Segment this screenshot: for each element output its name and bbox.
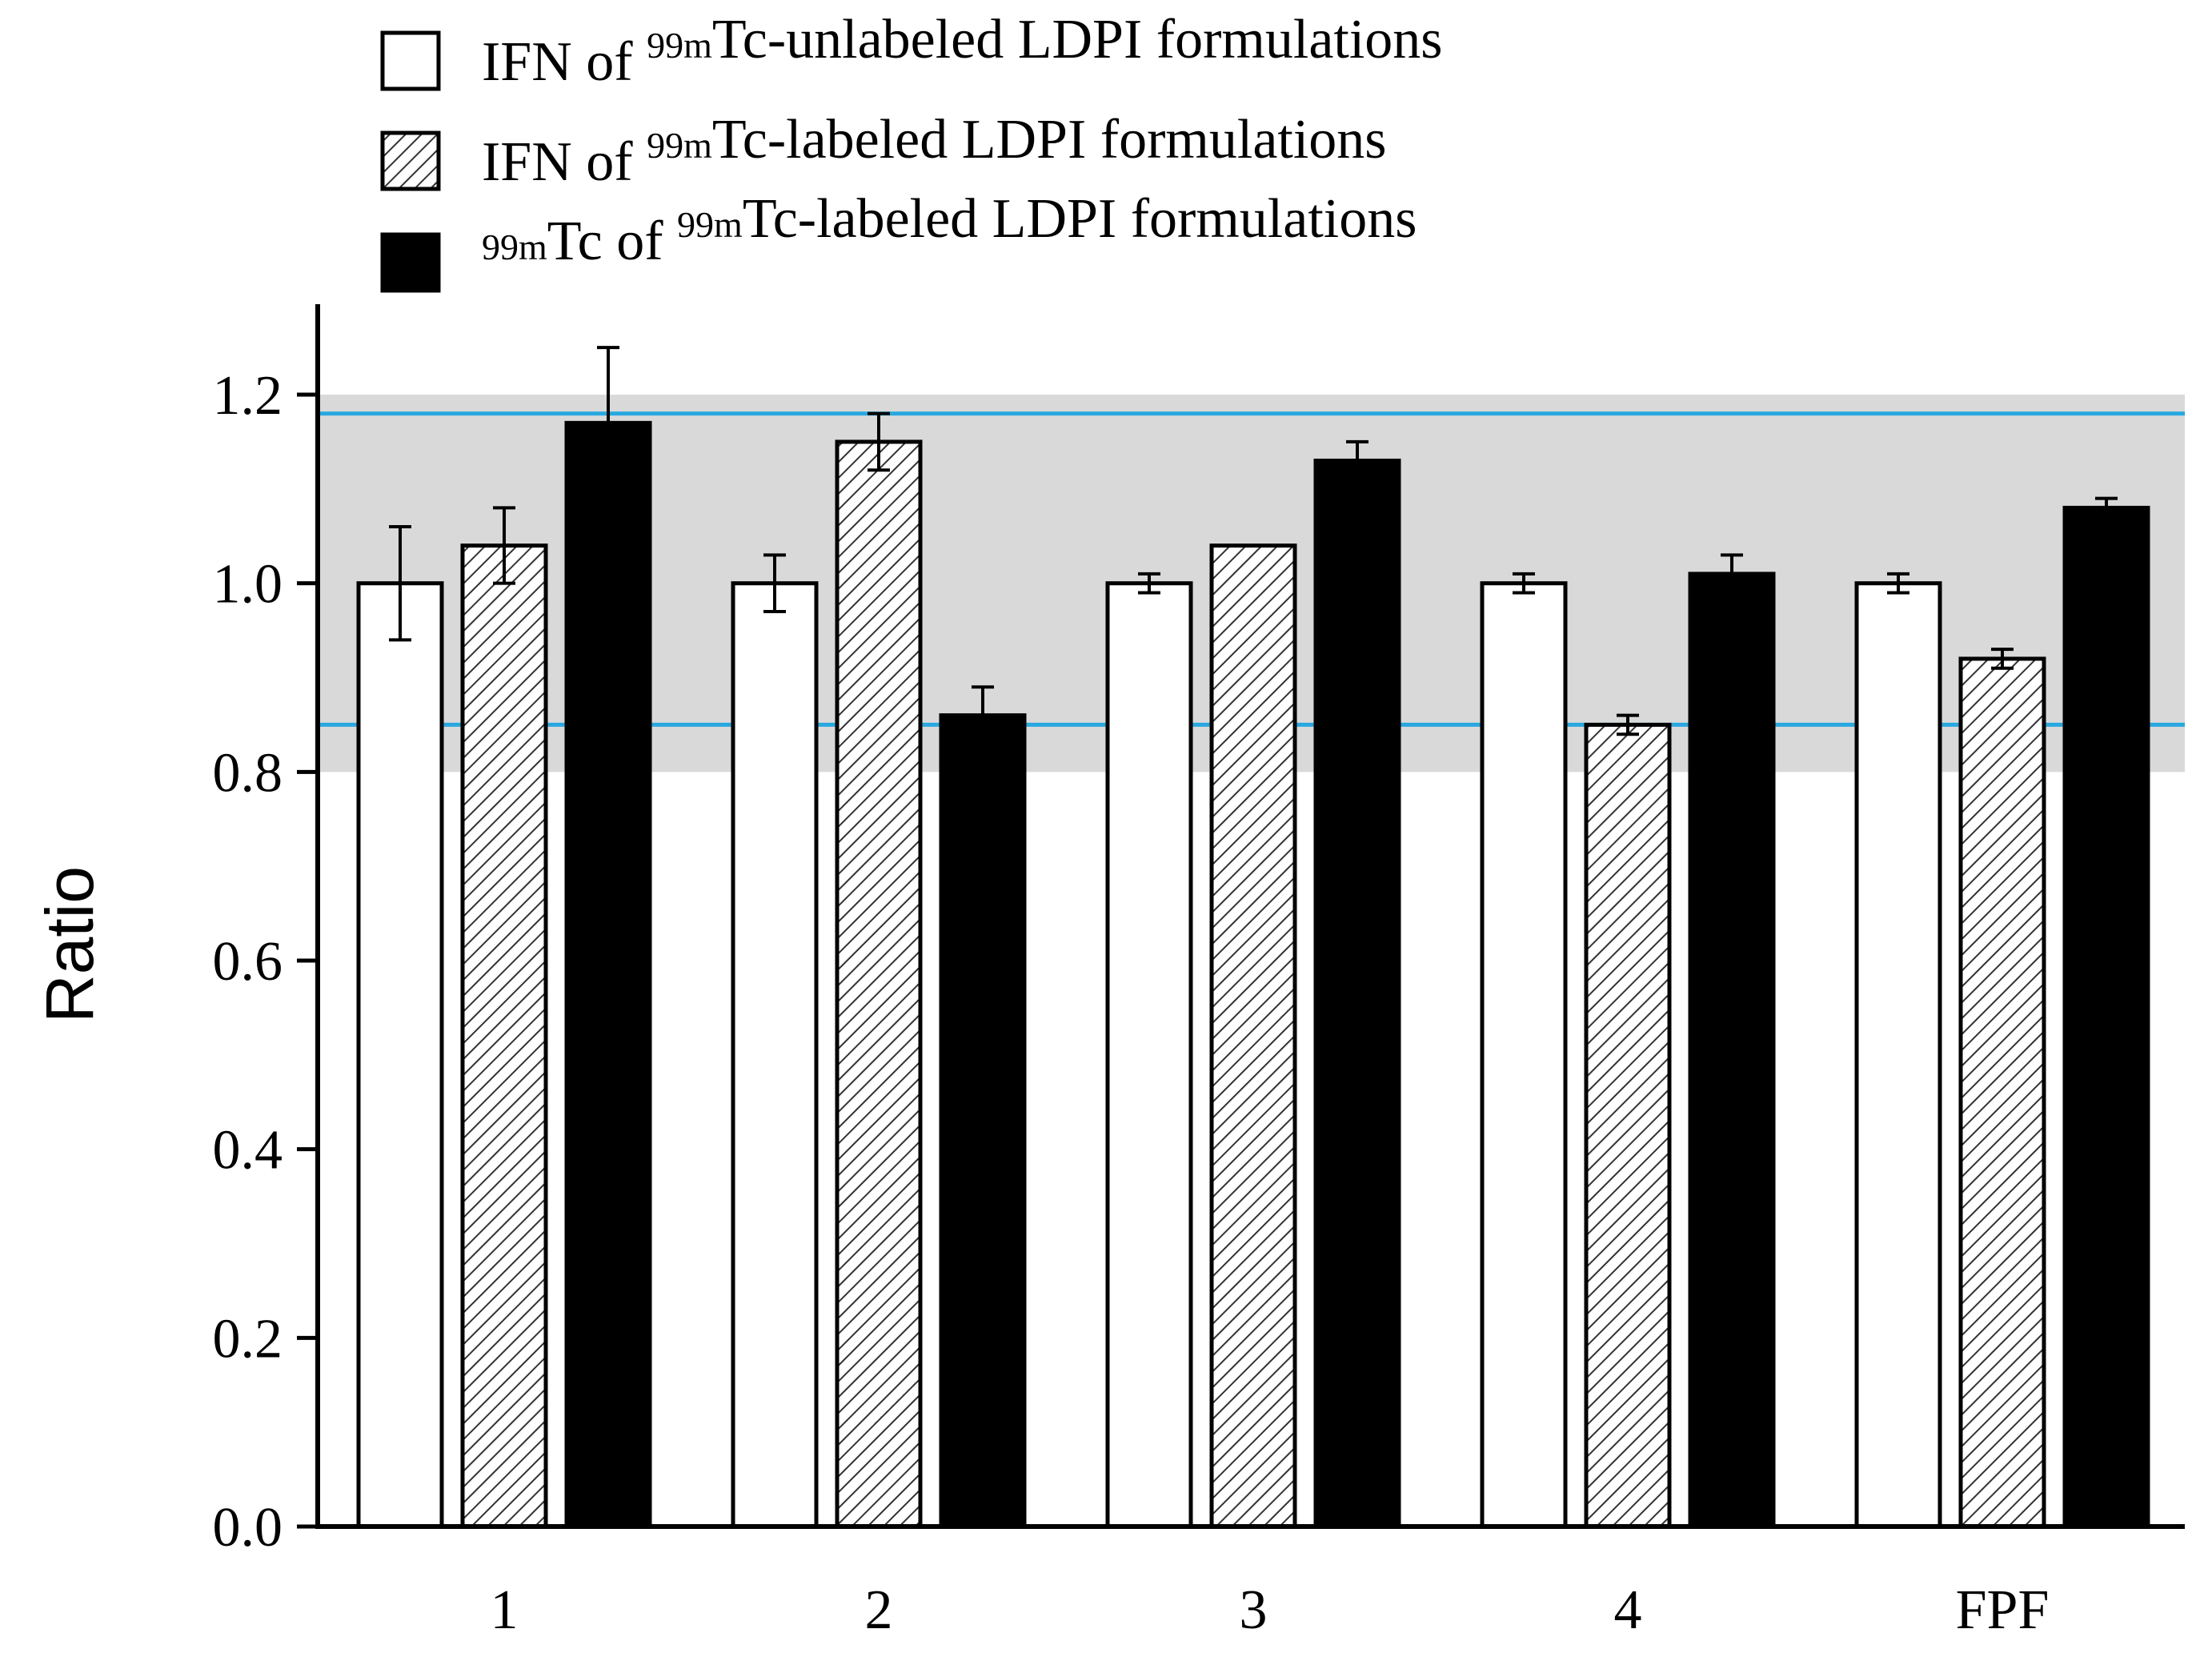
x-tick-label-4: 4 bbox=[1614, 1579, 1642, 1641]
legend-label-2: IFN of 99mTc-labeled LDPI formulations bbox=[482, 109, 1387, 193]
error-bar-1-FPF bbox=[1887, 572, 1909, 595]
error-bar-2-2 bbox=[868, 411, 890, 472]
legend-swatch-3 bbox=[380, 232, 441, 293]
bar-3-4 bbox=[1688, 572, 1776, 1529]
legend-label-3: 99mTc of 99mTc-labeled LDPI formulations bbox=[482, 188, 1417, 272]
bar-1-1 bbox=[356, 581, 444, 1529]
x-tick-label-1: 1 bbox=[491, 1579, 519, 1641]
x-tick-label-FPF: FPF bbox=[1956, 1579, 2050, 1641]
bar-3-2 bbox=[939, 713, 1027, 1529]
bar-2-FPF bbox=[1958, 656, 2046, 1529]
error-bar-2-FPF bbox=[1991, 648, 2014, 670]
bar-3-FPF bbox=[2062, 505, 2150, 1529]
y-tick-label-0.2: 0.2 bbox=[213, 1308, 283, 1370]
bar-1-4 bbox=[1480, 581, 1568, 1529]
y-tick-label-0.0: 0.0 bbox=[213, 1497, 283, 1559]
error-bar-1-2 bbox=[763, 553, 786, 614]
error-bar-3-4 bbox=[1721, 553, 1743, 595]
error-bar-3-1 bbox=[597, 346, 619, 500]
x-tick-label-2: 2 bbox=[865, 1579, 893, 1641]
bar-1-2 bbox=[731, 581, 819, 1529]
error-bar-2-1 bbox=[493, 506, 515, 585]
error-bar-3-FPF bbox=[2095, 496, 2118, 520]
y-tick-label-0.4: 0.4 bbox=[213, 1120, 283, 1182]
error-bar-3-3 bbox=[1346, 439, 1368, 482]
legend-swatch-1 bbox=[380, 30, 441, 91]
y-tick-label-0.6: 0.6 bbox=[213, 931, 283, 993]
legend-label-1: IFN of 99mTc-unlabeled LDPI formulations bbox=[482, 9, 1443, 93]
y-tick-label-1.0: 1.0 bbox=[213, 554, 283, 616]
error-bar-1-1 bbox=[389, 524, 411, 642]
bar-1-FPF bbox=[1854, 581, 1942, 1529]
legend-swatch-2 bbox=[380, 130, 441, 191]
y-axis-label: Ratio bbox=[32, 866, 107, 1023]
bar-3-3 bbox=[1313, 458, 1401, 1529]
y-tick-label-1.2: 1.2 bbox=[213, 365, 283, 427]
bar-2-2 bbox=[835, 439, 923, 1529]
error-bar-1-4 bbox=[1513, 572, 1535, 595]
error-bar-2-4 bbox=[1617, 713, 1639, 736]
error-bar-3-2 bbox=[972, 685, 994, 745]
bar-1-3 bbox=[1105, 581, 1193, 1529]
bar-2-4 bbox=[1584, 722, 1672, 1529]
bar-3-1 bbox=[564, 420, 652, 1529]
error-bar-1-3 bbox=[1138, 572, 1160, 595]
bar-2-3 bbox=[1209, 544, 1297, 1529]
bar-2-1 bbox=[460, 544, 548, 1529]
x-tick-label-3: 3 bbox=[1240, 1579, 1268, 1641]
y-tick-label-0.8: 0.8 bbox=[213, 742, 283, 804]
